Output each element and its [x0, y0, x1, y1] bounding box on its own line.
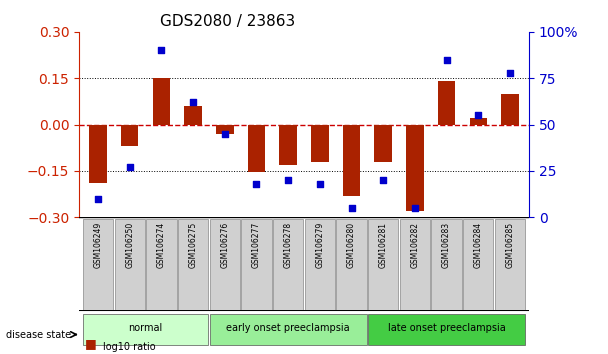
Point	[125, 164, 134, 170]
FancyBboxPatch shape	[83, 314, 209, 345]
Point	[93, 196, 103, 201]
Point	[188, 99, 198, 105]
FancyBboxPatch shape	[273, 219, 303, 310]
Text: GSM106274: GSM106274	[157, 222, 166, 268]
FancyBboxPatch shape	[178, 219, 209, 310]
FancyBboxPatch shape	[305, 219, 335, 310]
FancyBboxPatch shape	[336, 219, 367, 310]
FancyBboxPatch shape	[368, 314, 525, 345]
FancyBboxPatch shape	[368, 219, 398, 310]
Text: early onset preeclampsia: early onset preeclampsia	[226, 324, 350, 333]
Bar	[248, 125, 265, 172]
Text: ■: ■	[85, 337, 97, 350]
Bar	[153, 78, 170, 125]
FancyBboxPatch shape	[241, 219, 272, 310]
FancyBboxPatch shape	[210, 219, 240, 310]
Bar	[469, 118, 487, 125]
Text: late onset preeclampsia: late onset preeclampsia	[388, 324, 505, 333]
FancyBboxPatch shape	[146, 219, 177, 310]
Bar	[216, 125, 233, 134]
Text: GSM106277: GSM106277	[252, 222, 261, 268]
FancyBboxPatch shape	[463, 219, 494, 310]
Bar	[406, 125, 424, 211]
Point	[505, 70, 515, 75]
Text: GSM106249: GSM106249	[94, 222, 103, 268]
FancyBboxPatch shape	[431, 219, 462, 310]
Point	[220, 131, 230, 137]
Text: GSM106282: GSM106282	[410, 222, 420, 268]
FancyBboxPatch shape	[399, 219, 430, 310]
Point	[410, 205, 420, 211]
Point	[442, 57, 452, 63]
Point	[474, 113, 483, 118]
Point	[315, 181, 325, 187]
Text: GSM106276: GSM106276	[220, 222, 229, 268]
Text: GDS2080 / 23863: GDS2080 / 23863	[160, 14, 295, 29]
Text: GSM106278: GSM106278	[284, 222, 292, 268]
Text: GSM106283: GSM106283	[442, 222, 451, 268]
FancyBboxPatch shape	[114, 219, 145, 310]
Point	[156, 47, 166, 53]
Bar	[311, 125, 328, 161]
Bar	[343, 125, 360, 195]
FancyBboxPatch shape	[210, 314, 367, 345]
Bar	[280, 125, 297, 165]
FancyBboxPatch shape	[495, 219, 525, 310]
Bar	[501, 94, 519, 125]
FancyBboxPatch shape	[83, 219, 113, 310]
Point	[283, 177, 293, 183]
Text: log10 ratio: log10 ratio	[103, 342, 156, 352]
Text: GSM106275: GSM106275	[188, 222, 198, 268]
Point	[347, 205, 356, 211]
Text: GSM106281: GSM106281	[379, 222, 388, 268]
Text: GSM106284: GSM106284	[474, 222, 483, 268]
Point	[252, 181, 261, 187]
Bar	[121, 125, 139, 146]
Text: GSM106250: GSM106250	[125, 222, 134, 268]
Bar	[438, 81, 455, 125]
Text: GSM106285: GSM106285	[505, 222, 514, 268]
Text: disease state: disease state	[6, 330, 71, 339]
Bar	[184, 106, 202, 125]
Point	[378, 177, 388, 183]
Text: normal: normal	[128, 324, 163, 333]
Bar	[375, 125, 392, 161]
Text: GSM106279: GSM106279	[316, 222, 324, 268]
Text: GSM106280: GSM106280	[347, 222, 356, 268]
Bar	[89, 125, 107, 183]
